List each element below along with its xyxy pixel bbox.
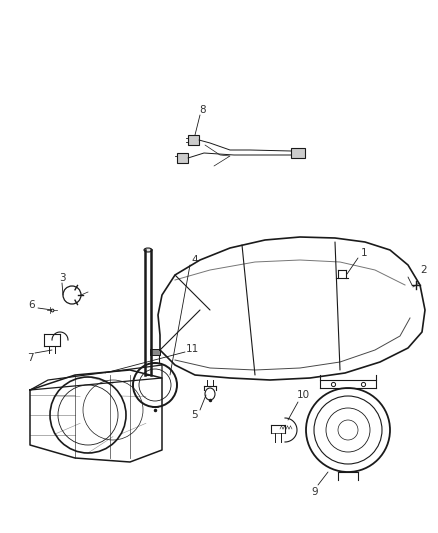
Text: 4: 4 [192,255,198,265]
Ellipse shape [144,248,152,252]
Text: 5: 5 [191,410,197,420]
Text: 6: 6 [28,300,35,310]
Text: 2: 2 [420,265,427,275]
Text: 10: 10 [297,390,310,400]
Polygon shape [291,148,305,158]
Text: 3: 3 [59,273,65,283]
Text: 1: 1 [360,248,367,258]
Polygon shape [188,135,199,145]
Text: 8: 8 [200,105,206,115]
Text: 11: 11 [185,344,198,354]
Text: 7: 7 [27,353,33,363]
Polygon shape [177,153,188,163]
Text: 9: 9 [312,487,318,497]
Polygon shape [150,349,160,355]
